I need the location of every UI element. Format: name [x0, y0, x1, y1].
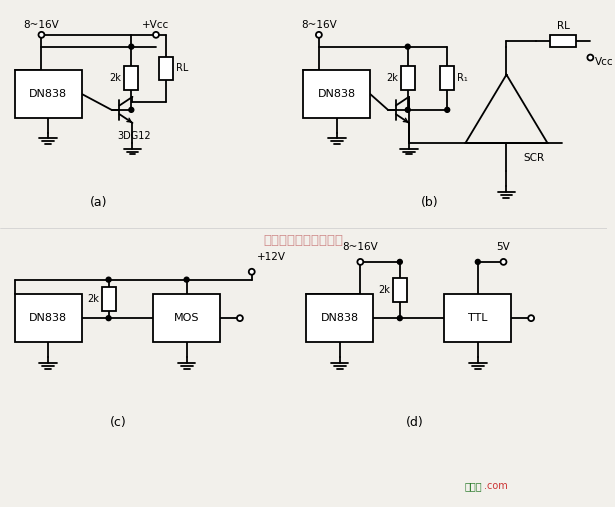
Circle shape — [357, 259, 363, 265]
Text: DN838: DN838 — [317, 89, 355, 99]
Bar — [444, 295, 512, 342]
Circle shape — [153, 32, 159, 38]
Bar — [401, 66, 415, 90]
Circle shape — [405, 44, 410, 49]
Circle shape — [249, 269, 255, 275]
Text: DN838: DN838 — [30, 89, 68, 99]
Circle shape — [106, 316, 111, 320]
Circle shape — [587, 55, 593, 60]
Circle shape — [184, 277, 189, 282]
Circle shape — [397, 316, 402, 320]
Bar — [440, 66, 454, 90]
Text: DN838: DN838 — [320, 313, 359, 323]
Circle shape — [316, 32, 322, 38]
Bar — [306, 295, 373, 342]
Bar — [550, 35, 576, 47]
Text: 8~16V: 8~16V — [301, 20, 337, 30]
Circle shape — [405, 107, 410, 113]
Text: MOS: MOS — [174, 313, 199, 323]
Text: R₁: R₁ — [457, 74, 468, 83]
Bar — [15, 70, 82, 118]
Text: 8~16V: 8~16V — [343, 242, 378, 252]
Text: (a): (a) — [90, 196, 108, 209]
Text: (d): (d) — [406, 416, 424, 429]
Text: +12V: +12V — [256, 252, 286, 262]
Text: 接线图: 接线图 — [464, 481, 482, 491]
Text: (c): (c) — [110, 416, 127, 429]
Text: RL: RL — [176, 63, 188, 74]
Circle shape — [528, 315, 534, 321]
Text: TTL: TTL — [468, 313, 488, 323]
Bar — [124, 66, 138, 90]
Text: 2k: 2k — [378, 285, 390, 295]
Text: Vcc: Vcc — [595, 57, 614, 67]
Bar — [101, 287, 116, 311]
Circle shape — [475, 260, 480, 264]
Bar — [153, 295, 220, 342]
Circle shape — [397, 260, 402, 264]
Text: DN838: DN838 — [30, 313, 68, 323]
Text: RL: RL — [557, 21, 569, 31]
Text: SCR: SCR — [523, 153, 545, 163]
Bar — [393, 278, 407, 302]
Circle shape — [106, 277, 111, 282]
Text: 2k: 2k — [109, 74, 121, 83]
Text: 杭州将濬科技有限公司: 杭州将濬科技有限公司 — [263, 234, 343, 247]
Text: 2k: 2k — [386, 74, 398, 83]
Circle shape — [237, 315, 243, 321]
Text: 2k: 2k — [87, 294, 99, 304]
Bar — [303, 70, 370, 118]
Circle shape — [445, 107, 450, 113]
Text: 8~16V: 8~16V — [23, 20, 59, 30]
Bar — [15, 295, 82, 342]
Circle shape — [129, 107, 134, 113]
Text: 5V: 5V — [497, 242, 510, 252]
Circle shape — [129, 44, 134, 49]
Circle shape — [39, 32, 44, 38]
Circle shape — [501, 259, 507, 265]
Bar — [159, 57, 173, 80]
Text: 3DG12: 3DG12 — [117, 131, 151, 141]
Text: (b): (b) — [421, 196, 438, 209]
Text: .com: .com — [484, 481, 507, 491]
Text: +Vcc: +Vcc — [142, 20, 170, 30]
